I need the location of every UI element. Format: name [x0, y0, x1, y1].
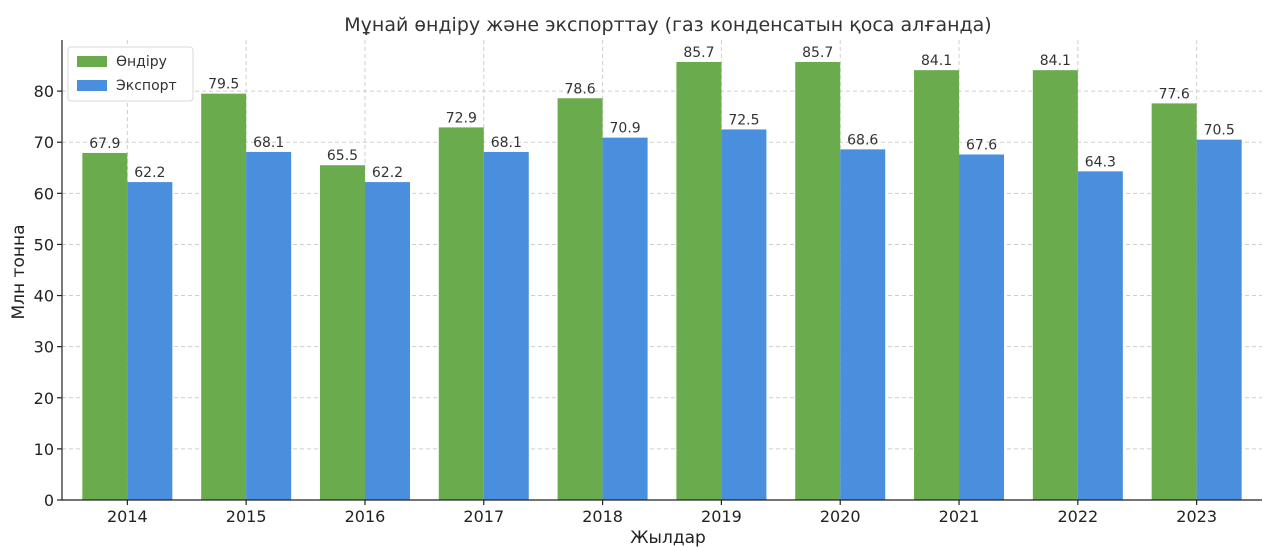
bar-production-2023: [1151, 103, 1197, 500]
data-label: 72.9: [446, 110, 477, 126]
bar-production-2016: [319, 165, 365, 500]
legend: Өндіру Экспорт: [67, 46, 194, 102]
x-tick-label: 2017: [463, 507, 504, 526]
bar-production-2018: [557, 98, 603, 501]
y-tick-label: 60: [34, 184, 54, 203]
y-tick-label: 50: [34, 235, 54, 254]
bar-export-2019: [721, 129, 767, 500]
x-tick-label: 2021: [939, 507, 980, 526]
x-tick-label: 2015: [226, 507, 267, 526]
legend-swatch: [77, 80, 107, 91]
x-tick-label: 2016: [345, 507, 386, 526]
bar-export-2018: [602, 137, 648, 500]
data-label: 68.1: [491, 135, 522, 151]
y-tick-label: 80: [34, 82, 54, 101]
data-label: 79.5: [208, 77, 239, 93]
y-tick-label: 30: [34, 338, 54, 357]
data-label: 78.6: [565, 81, 596, 97]
data-label: 85.7: [802, 45, 833, 61]
y-axis-label: Млн тонна: [9, 224, 29, 319]
data-label: 72.5: [728, 112, 759, 128]
x-axis-label: Жылдар: [630, 528, 706, 547]
data-label: 84.1: [1040, 53, 1071, 69]
bar-production-2017: [438, 127, 484, 501]
data-label: 77.6: [1159, 86, 1190, 102]
bar-production-2019: [676, 61, 722, 500]
x-tick-label: 2020: [820, 507, 861, 526]
axes-layer: 0 10 20 30 40 50 60 70 80 2014 2015 2016 2017 2018 201…: [34, 40, 1262, 526]
data-label: 68.6: [847, 132, 878, 148]
y-tick-label: 70: [34, 133, 54, 152]
bar-production-2020: [795, 61, 841, 500]
bar-production-2014: [82, 152, 128, 500]
bar-export-2020: [840, 149, 886, 500]
data-label: 67.9: [89, 136, 120, 152]
bar-export-2021: [959, 154, 1005, 500]
x-tick-label: 2014: [107, 507, 148, 526]
data-label: 64.3: [1085, 154, 1116, 170]
data-label: 70.5: [1204, 123, 1235, 139]
data-label: 70.9: [610, 121, 641, 137]
x-tick-label: 2019: [701, 507, 742, 526]
data-label: 68.1: [253, 135, 284, 151]
bar-export-2016: [364, 182, 410, 501]
data-label: 65.5: [327, 148, 358, 164]
x-tick-label: 2018: [582, 507, 623, 526]
legend-label: Экспорт: [116, 78, 177, 94]
bar-production-2021: [914, 70, 960, 501]
x-tick-label: 2022: [1057, 507, 1098, 526]
chart-title: Мұнай өндіру және экспорттау (газ конден…: [344, 14, 991, 36]
y-tick-label: 40: [34, 287, 54, 306]
data-label: 62.2: [372, 165, 403, 181]
bar-export-2023: [1196, 139, 1242, 500]
bars-layer: [82, 61, 1242, 501]
data-label: 62.2: [134, 165, 165, 181]
legend-swatch: [77, 56, 107, 67]
y-tick-label: 0: [44, 491, 54, 510]
data-label: 67.6: [966, 137, 997, 153]
bar-export-2017: [483, 151, 529, 500]
bar-export-2015: [246, 151, 292, 500]
data-label: 84.1: [921, 53, 952, 69]
bar-production-2022: [1032, 70, 1078, 501]
data-labels-layer: 67.9 62.2 79.5 68.1 65.5 62.2 72.9 68.1 78.6 70.9…: [89, 45, 1234, 181]
bar-export-2014: [127, 182, 173, 501]
data-label: 85.7: [683, 45, 714, 61]
x-tick-label: 2023: [1176, 507, 1217, 526]
y-tick-label: 10: [34, 440, 54, 459]
bar-production-2015: [201, 93, 247, 501]
legend-label: Өндіру: [116, 54, 167, 70]
y-tick-label: 20: [34, 389, 54, 408]
bar-export-2022: [1077, 171, 1123, 500]
